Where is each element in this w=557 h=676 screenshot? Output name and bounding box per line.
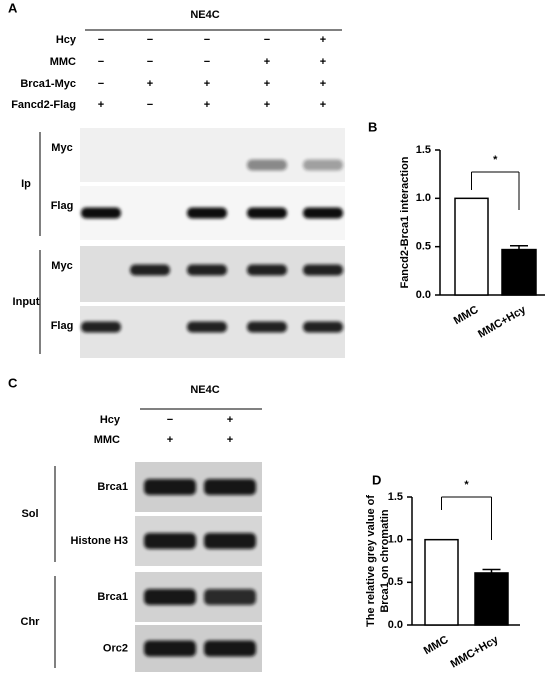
- band: [204, 533, 256, 549]
- condition-label: Hcy: [56, 34, 77, 46]
- y-tick-label: 0.5: [416, 241, 431, 253]
- blot-row-label: Brca1: [97, 591, 128, 603]
- cell-line: NE4C: [190, 384, 219, 396]
- y-tick-label: 1.0: [388, 534, 403, 546]
- band: [247, 321, 287, 333]
- band: [303, 207, 343, 219]
- panel-label: D: [372, 472, 381, 487]
- significance-mark: *: [464, 479, 469, 491]
- condition-sign: +: [320, 56, 326, 68]
- condition-sign: +: [264, 56, 270, 68]
- bar: [454, 197, 489, 296]
- condition-sign: −: [98, 78, 104, 90]
- group-label: Sol: [21, 508, 38, 520]
- condition-sign: −: [147, 99, 153, 111]
- band: [81, 207, 121, 219]
- x-tick-label: MMC: [422, 634, 451, 658]
- condition-sign: −: [167, 414, 173, 426]
- condition-sign: +: [320, 99, 326, 111]
- panel-label: B: [368, 119, 377, 134]
- band: [187, 264, 227, 276]
- panel-label: C: [8, 375, 18, 390]
- band: [130, 264, 170, 276]
- condition-sign: +: [264, 99, 270, 111]
- y-tick-label: 1.5: [388, 491, 403, 503]
- band: [187, 207, 227, 219]
- group-label: Input: [13, 296, 40, 308]
- band: [303, 264, 343, 276]
- significance-mark: *: [493, 154, 498, 166]
- condition-sign: +: [167, 434, 173, 446]
- y-tick-label: 0.0: [416, 289, 431, 301]
- bar: [424, 538, 459, 626]
- condition-sign: +: [320, 34, 326, 46]
- blot-row-label: Flag: [51, 320, 74, 332]
- panel-label: A: [8, 0, 18, 15]
- condition-label: Brca1-Myc: [20, 78, 76, 90]
- condition-sign: −: [264, 34, 270, 46]
- band: [144, 533, 196, 549]
- x-tick-label: MMC: [452, 304, 481, 328]
- bar: [501, 248, 537, 296]
- bar: [474, 572, 509, 626]
- condition-sign: −: [98, 34, 104, 46]
- band: [247, 159, 287, 171]
- group-label: Chr: [21, 616, 41, 628]
- band: [144, 589, 196, 605]
- condition-sign: −: [147, 56, 153, 68]
- y-axis-label: Brca1 on chromatin: [379, 509, 391, 613]
- group-label: Ip: [21, 178, 31, 190]
- condition-sign: +: [264, 78, 270, 90]
- blot-row-label: Flag: [51, 200, 74, 212]
- condition-label: MMC: [50, 56, 76, 68]
- band: [247, 264, 287, 276]
- band: [81, 321, 121, 333]
- band: [247, 207, 287, 219]
- band: [144, 640, 196, 657]
- band: [204, 479, 256, 495]
- condition-sign: +: [227, 414, 233, 426]
- band: [204, 589, 256, 605]
- blot-row-label: Myc: [51, 260, 72, 272]
- condition-sign: −: [204, 56, 210, 68]
- y-axis-label: The relative grey value of: [365, 495, 377, 627]
- condition-sign: −: [98, 56, 104, 68]
- y-tick-label: 0.5: [388, 576, 403, 588]
- condition-sign: +: [204, 78, 210, 90]
- band: [303, 321, 343, 333]
- y-tick-label: 1.0: [416, 192, 431, 204]
- condition-sign: +: [227, 434, 233, 446]
- y-tick-label: 0.0: [388, 619, 403, 631]
- band: [187, 321, 227, 333]
- condition-sign: −: [147, 34, 153, 46]
- blot-row-label: Myc: [51, 142, 72, 154]
- condition-sign: +: [147, 78, 153, 90]
- band: [303, 159, 343, 171]
- blot-row-label: Orc2: [103, 642, 128, 654]
- band: [144, 479, 196, 495]
- condition-label: Hcy: [100, 414, 121, 426]
- condition-label: Fancd2-Flag: [11, 99, 76, 111]
- blot-row-label: Brca1: [97, 481, 128, 493]
- condition-sign: +: [98, 99, 104, 111]
- condition-sign: −: [204, 34, 210, 46]
- condition-label: MMC: [94, 434, 120, 446]
- x-tick-label: MMC+Hcy: [476, 303, 529, 340]
- blot-image: [80, 128, 345, 182]
- y-tick-label: 1.5: [416, 144, 431, 156]
- band: [204, 640, 256, 657]
- blot-row-label: Histone H3: [71, 535, 128, 547]
- condition-sign: +: [204, 99, 210, 111]
- condition-sign: +: [320, 78, 326, 90]
- x-tick-label: MMC+Hcy: [449, 633, 502, 670]
- cell-line: NE4C: [190, 9, 219, 21]
- y-axis-label: Fancd2-Brca1 interaction: [399, 156, 411, 288]
